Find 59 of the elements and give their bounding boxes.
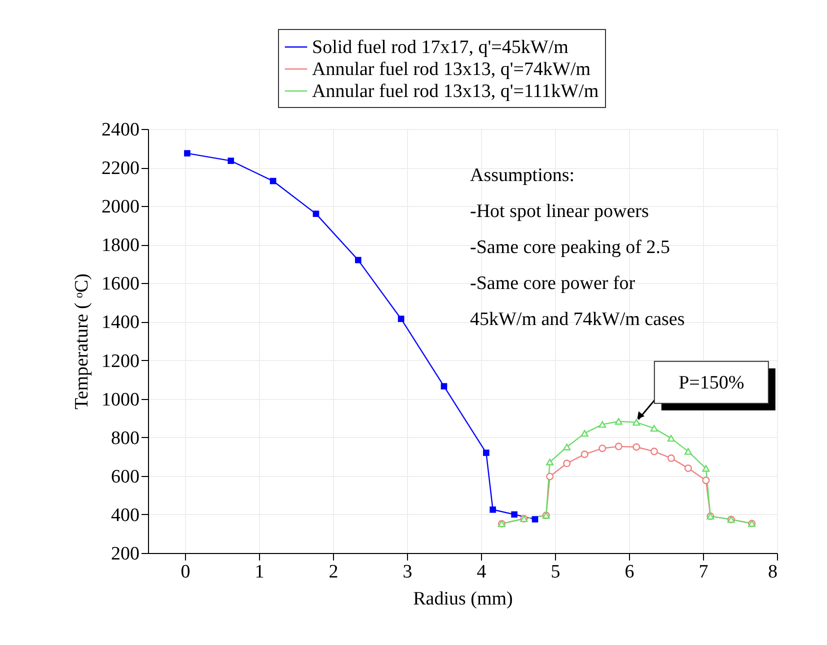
y-tick-label: 1200 [102, 350, 140, 372]
legend-label: Solid fuel rod 17x17, q'=45kW/m [312, 37, 569, 58]
point [614, 442, 622, 450]
legend-label: Annular fuel rod 13x13, q'=111kW/m [312, 81, 599, 102]
point [511, 511, 518, 518]
y-tick-label: 1400 [102, 312, 140, 334]
x-tick-label: 0 [180, 562, 190, 582]
y-tick-label: 800 [111, 428, 140, 449]
point [684, 448, 692, 455]
legend-label: Annular fuel rod 13x13, q'=74kW/m [312, 59, 591, 80]
point [483, 450, 490, 456]
point [632, 418, 640, 426]
point [355, 256, 362, 264]
point [184, 150, 190, 156]
point [614, 418, 622, 425]
point [632, 443, 640, 451]
point [546, 458, 554, 466]
point [702, 476, 710, 484]
point [563, 460, 571, 468]
point [312, 210, 320, 217]
y-tick-label: 2200 [102, 158, 140, 180]
x-tick-label: 8 [768, 562, 778, 582]
point [532, 516, 538, 522]
point [650, 424, 658, 432]
x-tick-label: 7 [698, 562, 708, 582]
point [398, 316, 404, 322]
annotation: Assumptions: -Hot spot linear powers -Same core peaking of 2.5 -Same core power for 45kW/m and 74kW/m cases [470, 165, 685, 330]
x-tick-label: 2 [328, 562, 338, 582]
point [270, 178, 276, 184]
y-axis-title: Temperature ( ᵒC) [72, 273, 92, 410]
x-axis-title: Radius (mm) [413, 588, 513, 610]
y-tick-label: 1000 [102, 389, 140, 410]
y-tick-label: 400 [111, 504, 140, 526]
y-tick-label: 2000 [102, 196, 140, 218]
point [702, 465, 710, 472]
point [598, 444, 606, 452]
point [580, 430, 588, 437]
y-tick-label: 1600 [102, 274, 140, 295]
x-tick-label: 5 [550, 562, 560, 582]
point [667, 454, 675, 462]
x-tick-label: 6 [624, 562, 634, 582]
x-tick-label: 1 [254, 562, 264, 582]
point [598, 421, 606, 428]
point [546, 472, 554, 480]
point [667, 434, 675, 442]
point [684, 464, 692, 472]
annotation: P=150% [678, 372, 744, 394]
y-tick-label: 200 [111, 544, 140, 564]
y-tick-label: 2400 [102, 120, 140, 140]
x-tick-label: 4 [476, 562, 487, 582]
point [650, 448, 658, 456]
point [228, 158, 234, 164]
y-tick-label: 600 [111, 466, 140, 488]
point [440, 383, 448, 390]
point [563, 444, 571, 450]
point [580, 450, 588, 458]
y-tick-label: 1800 [102, 235, 140, 256]
point [490, 506, 496, 513]
x-tick-label: 3 [402, 562, 412, 582]
